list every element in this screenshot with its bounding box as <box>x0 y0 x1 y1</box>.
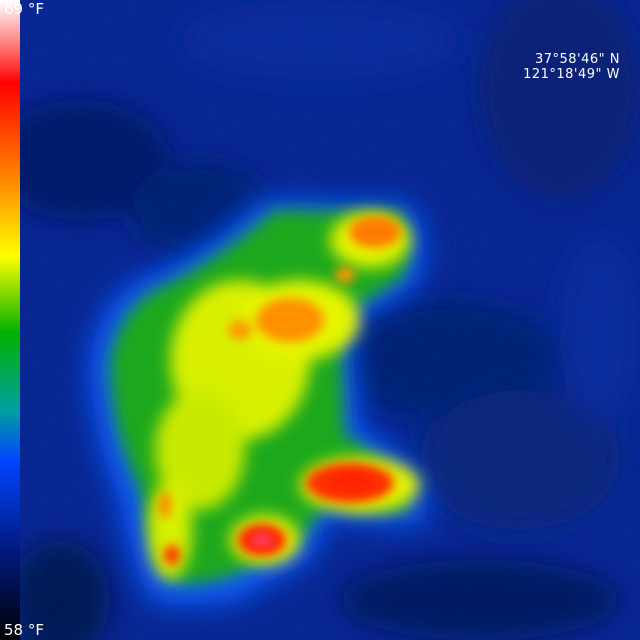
gps-coordinates: 37°58'46" N 121°18'49" W <box>523 52 620 82</box>
min-temp-label: 58 °F <box>4 621 44 639</box>
max-temp-label: 69 °F <box>4 0 44 18</box>
color-scale-bar <box>0 0 20 640</box>
longitude-text: 121°18'49" W <box>523 67 620 82</box>
latitude-text: 37°58'46" N <box>534 52 620 67</box>
